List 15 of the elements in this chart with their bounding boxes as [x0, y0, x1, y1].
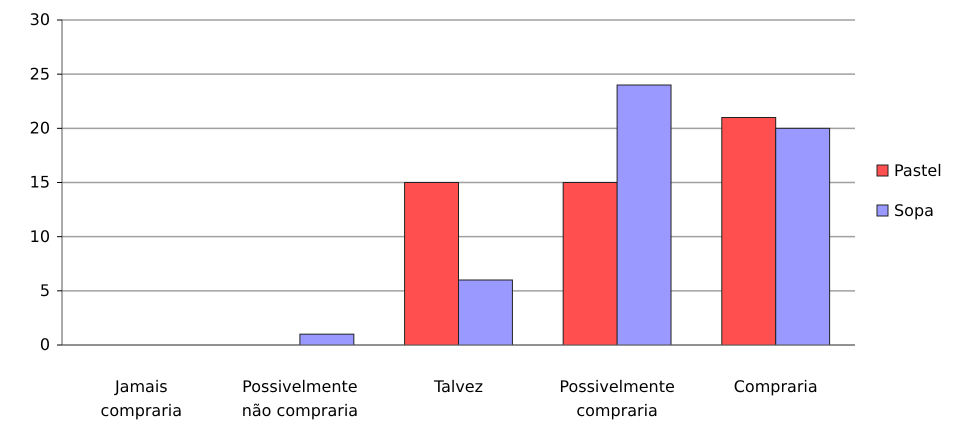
y-tick-label: 5 [40, 280, 50, 300]
legend-label: Pastel [894, 161, 942, 180]
x-tick-label: Jamais compraria [100, 377, 182, 420]
y-tick-label: 10 [30, 226, 50, 246]
x-tick-label: Compraria [734, 377, 818, 396]
legend-label: Sopa [894, 201, 934, 220]
y-tick-label: 20 [30, 118, 50, 138]
y-tick-label: 25 [30, 64, 50, 84]
bar [299, 334, 354, 346]
x-tick-label: Talvez [432, 377, 484, 396]
x-tick-label: Possivelmente compraria [559, 377, 675, 420]
x-tick-label: Possivelmente não compraria [242, 377, 358, 420]
y-tick-label: 30 [30, 10, 50, 30]
y-tick-label: 0 [40, 335, 50, 354]
y-tick-label: 15 [30, 172, 50, 192]
